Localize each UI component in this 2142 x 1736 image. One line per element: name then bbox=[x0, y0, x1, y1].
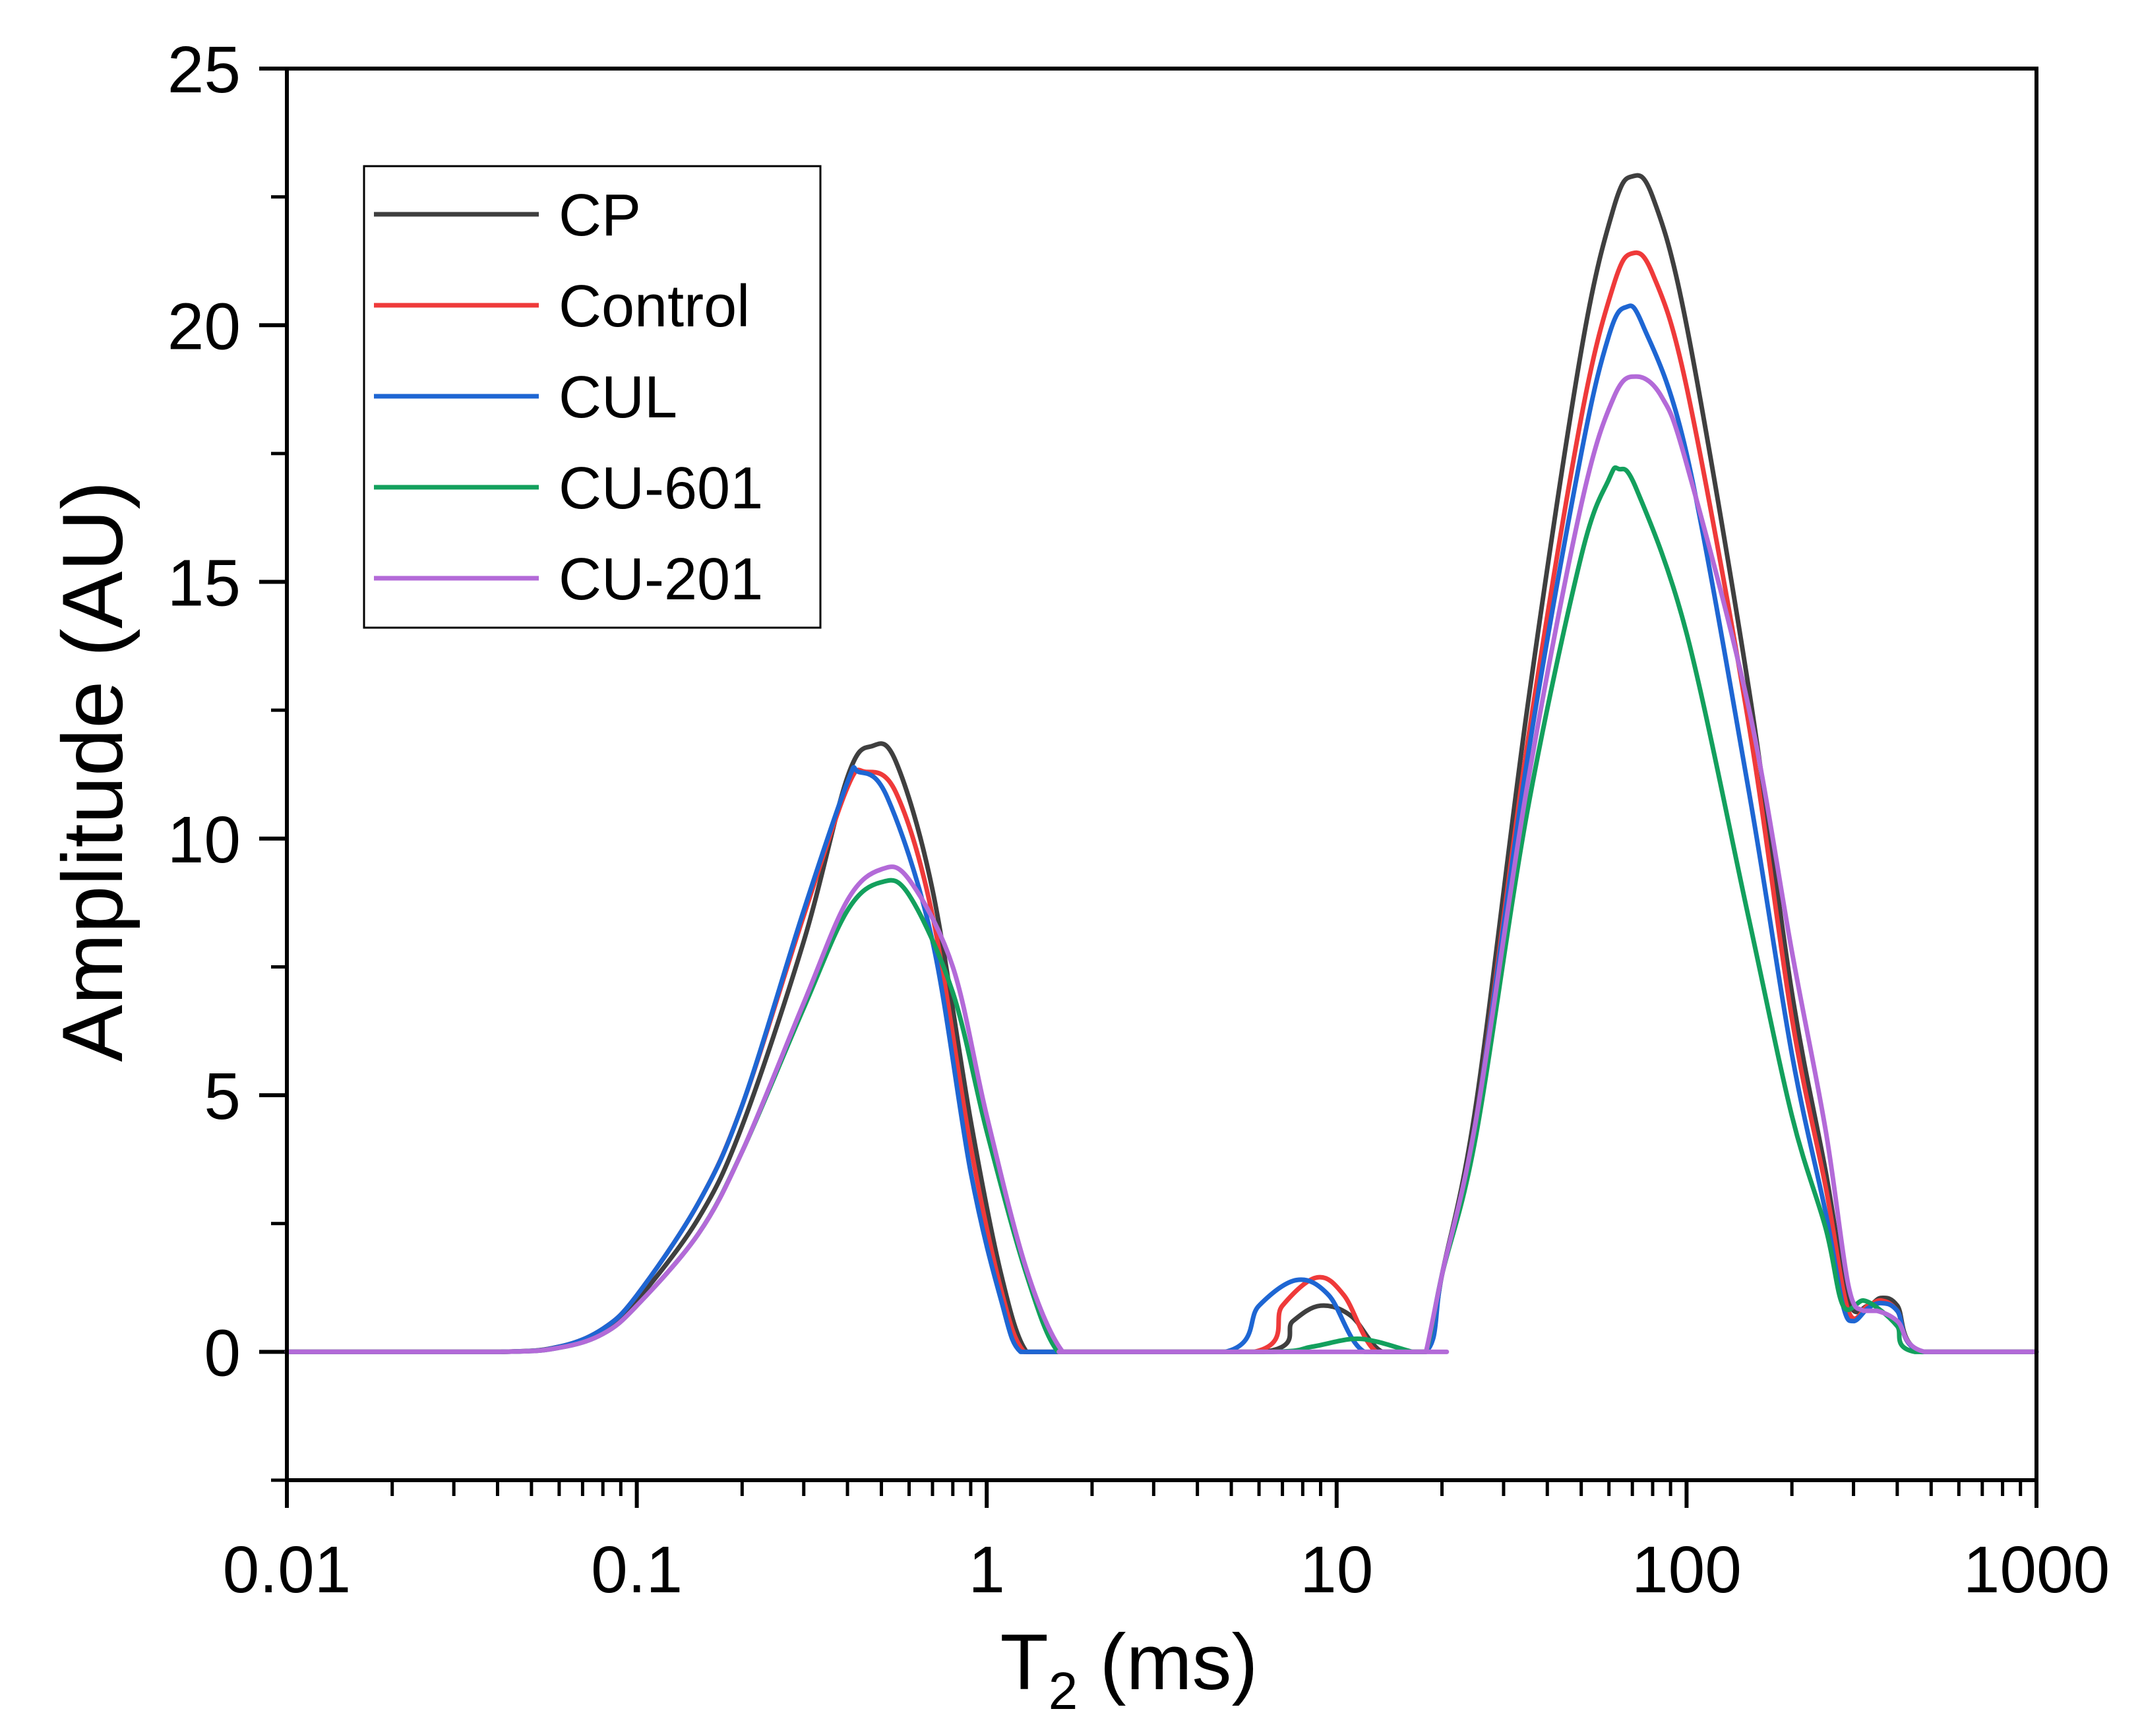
series-lines bbox=[284, 173, 2039, 1354]
x-axis-title-unit: (ms) bbox=[1078, 1618, 1258, 1706]
tick-labels: 0.01 0.1 1 10 100 1000 0 5 10 15 20 25 bbox=[168, 33, 2110, 1607]
x-tick-label: 0.01 bbox=[223, 1533, 352, 1607]
x-tick-label: 1000 bbox=[1963, 1533, 2110, 1607]
x-axis-title: T2 (ms) bbox=[1000, 1618, 1258, 1720]
series-line-cu-201 bbox=[284, 374, 2039, 1354]
y-tick-label: 5 bbox=[204, 1060, 241, 1133]
y-tick-label: 25 bbox=[168, 33, 241, 107]
x-tick-label: 10 bbox=[1300, 1533, 1373, 1607]
y-tick-label: 15 bbox=[168, 547, 241, 620]
y-tick-label: 0 bbox=[204, 1316, 241, 1390]
axis-ticks bbox=[259, 67, 2038, 1508]
x-tick-label: 100 bbox=[1632, 1533, 1742, 1607]
plot-frame bbox=[285, 67, 2038, 1482]
x-tick-label: 0.1 bbox=[591, 1533, 683, 1607]
legend-label-cu-201: CU-201 bbox=[559, 547, 763, 613]
legend-label-cul: CUL bbox=[559, 365, 677, 431]
x-axis-title-subscript: 2 bbox=[1049, 1661, 1078, 1720]
y-tick-label: 20 bbox=[168, 289, 241, 363]
legend-label-cp: CP bbox=[559, 183, 641, 249]
x-axis-title-main: T bbox=[1000, 1618, 1048, 1706]
legend-label-cu-601: CU-601 bbox=[559, 456, 763, 522]
legend-label-control: Control bbox=[559, 274, 750, 340]
x-tick-label: 1 bbox=[968, 1533, 1005, 1607]
legend: CP Control CUL CU-601 CU-201 bbox=[363, 165, 822, 629]
y-tick-label: 10 bbox=[168, 803, 241, 877]
y-axis-title: Amplitude (AU) bbox=[44, 481, 140, 1062]
